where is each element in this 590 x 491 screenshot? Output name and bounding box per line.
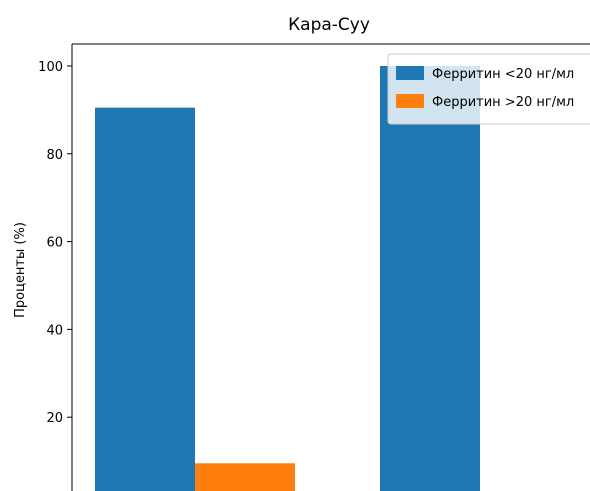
y-tick-label: 40 [46, 323, 63, 338]
bar-2-1 [195, 463, 295, 491]
legend-label: Ферритин >20 нг/мл [432, 95, 574, 110]
y-tick-label: 20 [46, 411, 63, 426]
bar-1-1 [95, 107, 195, 491]
legend-swatch [396, 94, 424, 108]
legend: Ферритин <20 нг/мл Ферритин >20 нг/мл [387, 53, 590, 125]
bar-1-2 [380, 65, 480, 491]
legend-label: Ферритин <20 нг/мл [432, 67, 574, 82]
legend-box [387, 53, 590, 125]
y-axis-label: Проценты (%) [13, 222, 28, 318]
chart-title: Кара-Суу [288, 15, 370, 35]
y-tick-label: 80 [46, 148, 63, 163]
plot-area: 020406080100 [38, 43, 590, 491]
y-tick-label: 100 [38, 60, 63, 75]
y-tick-label: 60 [46, 236, 63, 251]
legend-swatch [396, 66, 424, 80]
